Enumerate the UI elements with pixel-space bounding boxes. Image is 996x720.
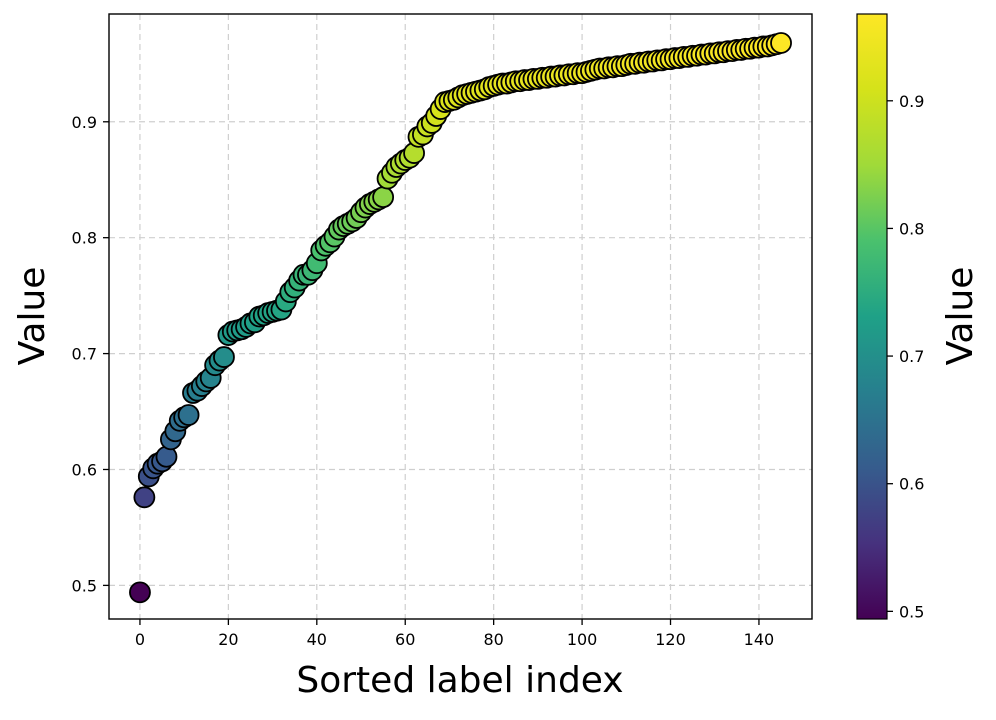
plot-frame xyxy=(108,13,813,620)
y-axis-label: Value xyxy=(12,267,53,366)
colorbar-tick-label: 0.6 xyxy=(899,475,924,494)
data-point xyxy=(770,32,792,54)
colorbar-gradient xyxy=(856,13,888,620)
x-axis-label: Sorted label index xyxy=(296,660,623,701)
grid xyxy=(109,14,812,619)
y-tick-label: 0.8 xyxy=(72,229,97,248)
x-tick-label: 80 xyxy=(483,630,503,649)
x-tick-label: 120 xyxy=(655,630,686,649)
y-tick-label: 0.7 xyxy=(72,345,97,364)
colorbar-ticks: 0.5 0.6 0.7 0.8 0.9 xyxy=(887,92,924,621)
x-tick-label: 40 xyxy=(307,630,327,649)
x-tick-label: 60 xyxy=(395,630,415,649)
colorbar-label: Value xyxy=(940,267,981,366)
colorbar-tick-label: 0.8 xyxy=(899,219,924,238)
colorbar: 0.5 0.6 0.7 0.8 0.9 Value xyxy=(856,13,981,621)
data-point xyxy=(177,404,200,426)
colorbar-tick-label: 0.7 xyxy=(899,347,924,366)
y-tick-label: 0.9 xyxy=(72,113,97,132)
data-point xyxy=(372,186,395,209)
data-point xyxy=(213,346,235,368)
y-tick-label: 0.6 xyxy=(72,460,97,479)
data-point xyxy=(129,581,151,604)
data-point xyxy=(133,486,156,509)
y-tick-label: 0.5 xyxy=(72,576,97,595)
data-points xyxy=(129,32,792,604)
colorbar-tick-label: 0.5 xyxy=(899,602,924,621)
axis-ticks: 0 20 40 60 80 100 120 140 0.5 0.6 0.7 0.8 0.9 xyxy=(72,113,775,649)
x-tick-label: 0 xyxy=(135,630,145,649)
x-tick-label: 20 xyxy=(218,630,238,649)
x-tick-label: 100 xyxy=(567,630,598,649)
colorbar-tick-label: 0.9 xyxy=(899,92,924,111)
x-tick-label: 140 xyxy=(744,630,775,649)
